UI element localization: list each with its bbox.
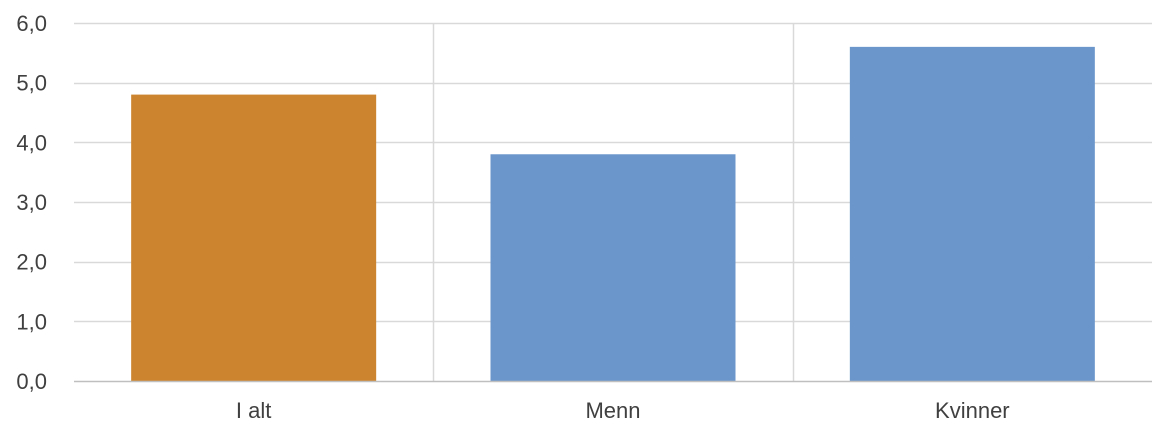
y-tick-label: 3,0 [16, 190, 47, 215]
bar-kvinner [849, 46, 1095, 381]
x-category-label: I alt [236, 398, 271, 423]
y-tick-label: 5,0 [16, 71, 47, 96]
y-tick-label: 1,0 [16, 309, 47, 334]
bars [131, 46, 1095, 381]
y-tick-label: 2,0 [16, 250, 47, 275]
x-category-label: Kvinner [935, 398, 1010, 423]
x-category-labels: I alt Menn Kvinner [236, 398, 1010, 423]
y-tick-label: 6,0 [16, 11, 47, 36]
y-tick-label: 4,0 [16, 130, 47, 155]
bar-menn [490, 154, 736, 381]
x-category-label: Menn [585, 398, 640, 423]
y-tick-label: 0,0 [16, 369, 47, 394]
bar-i-alt [131, 94, 377, 381]
y-tick-labels: 0,0 1,0 2,0 3,0 4,0 5,0 6,0 [16, 11, 47, 394]
